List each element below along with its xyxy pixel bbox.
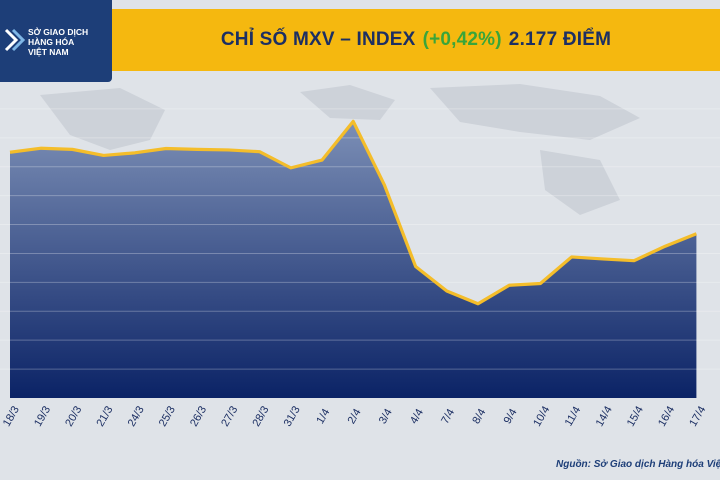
x-tick-label: 2/4 (346, 407, 364, 426)
x-tick-label: 31/3 (282, 404, 303, 429)
x-tick-label: 11/4 (563, 405, 584, 429)
exchange-logo: SỞ GIAO DỊCH HÀNG HÓA VIỆT NAM (0, 0, 112, 82)
logo-line-1: SỞ GIAO DỊCH (28, 27, 89, 37)
x-tick-label: 3/4 (377, 407, 395, 426)
logo-line-2: HÀNG HÓA (28, 37, 75, 47)
x-tick-label: 14/4 (594, 404, 615, 429)
x-tick-label: 20/3 (63, 404, 84, 429)
x-tick-label: 24/3 (126, 404, 147, 429)
x-tick-label: 18/3 (1, 404, 22, 429)
x-tick-label: 28/3 (250, 404, 271, 429)
title-main: CHỈ SỐ MXV – INDEX (220, 29, 416, 50)
x-tick-label: 7/4 (439, 407, 457, 426)
x-tick-label: 25/3 (157, 404, 178, 429)
logo-text: SỞ GIAO DỊCH HÀNG HÓA VIỆT NAM (28, 27, 112, 57)
x-tick-label: 1/4 (314, 407, 332, 426)
x-tick-label: 15/4 (625, 404, 646, 429)
x-tick-label: 21/3 (94, 404, 115, 429)
chart-title: CHỈ SỐ MXV – INDEX (+0,42%) 2.177 ĐIỂM (112, 9, 720, 71)
area-fill (10, 121, 697, 398)
x-tick-label: 8/4 (470, 407, 488, 426)
x-tick-label: 10/4 (531, 404, 552, 429)
x-tick-label: 9/4 (502, 407, 520, 426)
source-note: Nguồn: Sở Giao dịch Hàng hóa Việt Nam (556, 459, 720, 470)
header-bar (0, 9, 720, 71)
x-tick-label: 17/4 (687, 404, 708, 429)
x-tick-label: 19/3 (32, 404, 53, 429)
title-change: (+0,42%) (422, 29, 502, 50)
series-line (9, 119, 697, 306)
x-tick-label: 16/4 (656, 404, 677, 429)
chevron-logo-icon (4, 28, 26, 52)
title-value: 2.177 ĐIỂM (508, 29, 612, 50)
x-tick-label: 4/4 (408, 407, 426, 426)
x-tick-label: 27/3 (219, 404, 240, 429)
x-tick-label: 26/3 (188, 404, 209, 429)
logo-line-3: VIỆT NAM (28, 47, 69, 57)
